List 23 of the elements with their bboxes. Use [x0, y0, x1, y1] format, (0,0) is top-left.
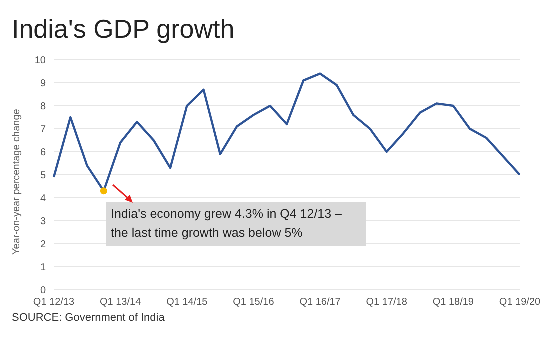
x-tick-label: Q1 12/13	[33, 297, 76, 308]
source-note: SOURCE: Government of India	[12, 312, 165, 324]
y-tick-label: 7	[40, 124, 46, 136]
y-tick-label: 1	[40, 262, 46, 274]
x-tick-label: Q1 14/15	[166, 297, 208, 308]
y-axis-title: Year-on-year percentage change	[12, 108, 23, 255]
y-tick-label: 3	[40, 216, 46, 228]
y-tick-label: 2	[40, 240, 46, 251]
y-tick-label: 4	[40, 194, 46, 205]
chart-title: India's GDP growth	[11, 13, 236, 46]
annotation: India's economy grew 4.3% in Q4 12/13 – the last time growth was below 5%	[106, 202, 366, 246]
x-tick-label: Q1 17/18	[366, 297, 408, 308]
x-tick-label: Q1 13/14	[100, 297, 142, 308]
y-tick-label: 9	[40, 78, 46, 90]
y-tick-label: 6	[40, 148, 46, 159]
y-tick-label: 10	[34, 56, 46, 67]
x-tick-label: Q1 15/16	[233, 297, 275, 308]
x-tick-label: Q1 18/19	[432, 297, 474, 308]
y-tick-label: 0	[40, 286, 46, 297]
x-tick-label: Q1 16/17	[300, 297, 342, 308]
y-tick-label: 8	[40, 102, 46, 113]
x-tick-label: Q1 19/20	[499, 297, 542, 308]
y-tick-label: 5	[40, 170, 46, 182]
